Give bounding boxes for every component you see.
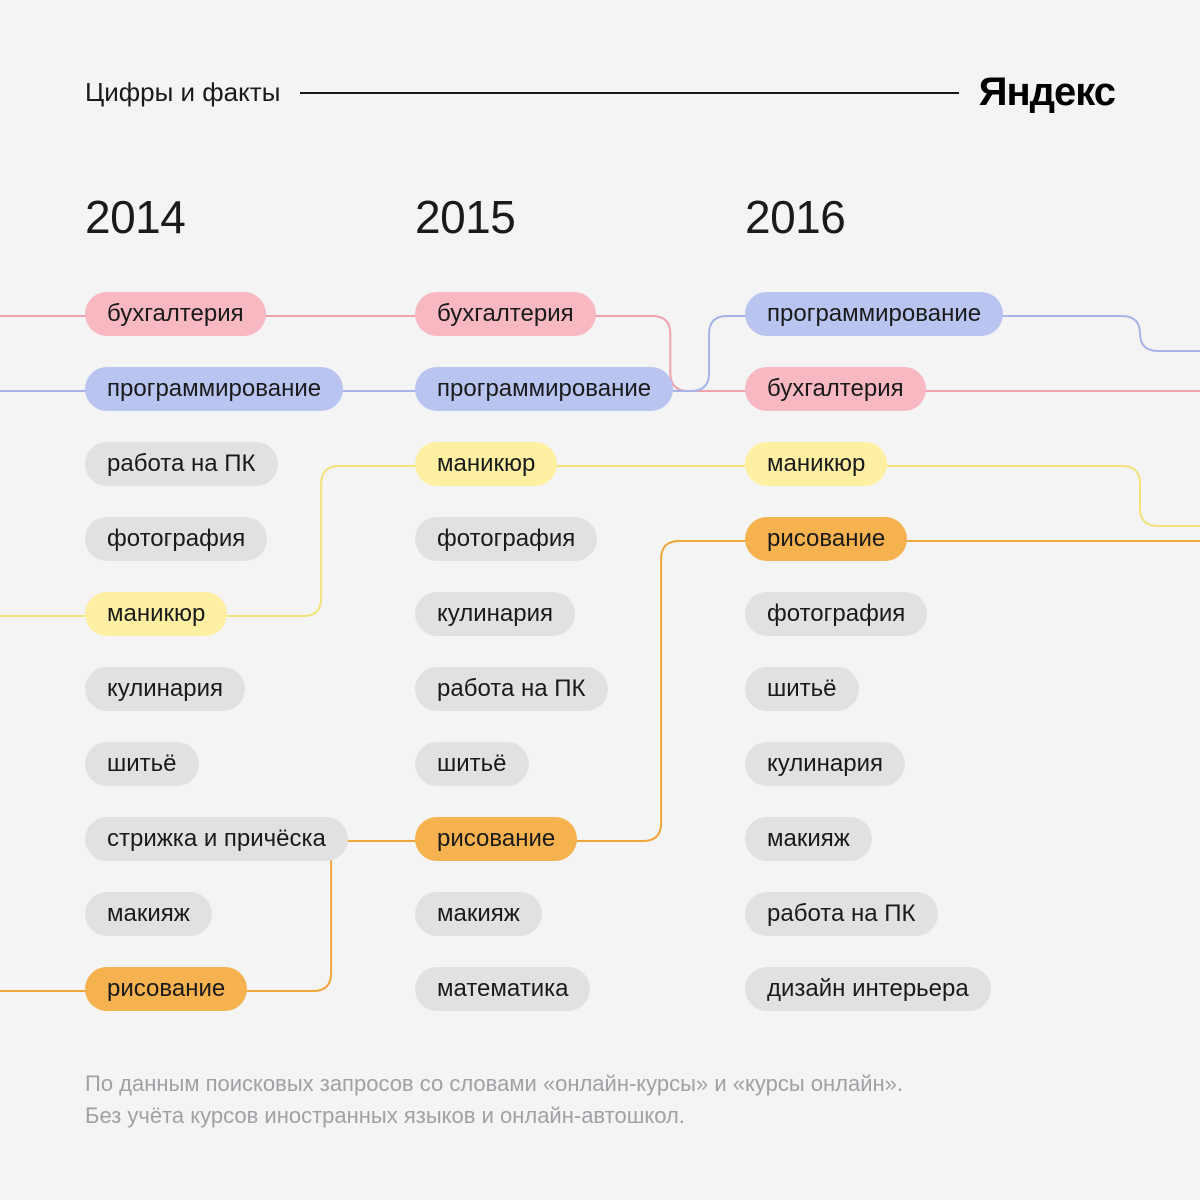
rank-pill: фотография	[745, 592, 927, 636]
rank-pill: бухгалтерия	[745, 367, 926, 411]
rank-pill: маникюр	[745, 442, 887, 486]
year-label: 2015	[415, 190, 673, 244]
year-label: 2016	[745, 190, 1003, 244]
rank-pill: математика	[415, 967, 590, 1011]
rank-pill: работа на ПК	[415, 667, 608, 711]
header: Цифры и факты Яндекс	[85, 70, 1115, 115]
rank-pill: макияж	[415, 892, 542, 936]
rank-pill: рисование	[415, 817, 577, 861]
footer: По данным поисковых запросов со словами …	[85, 1068, 903, 1132]
rank-pill: бухгалтерия	[85, 292, 266, 336]
rank-pill: кулинария	[745, 742, 905, 786]
rank-pill: программирование	[85, 367, 343, 411]
rank-pill: шитьё	[745, 667, 859, 711]
footer-line-1: По данным поисковых запросов со словами …	[85, 1068, 903, 1100]
rank-pill: программирование	[415, 367, 673, 411]
header-divider	[300, 92, 958, 94]
rank-pill: шитьё	[415, 742, 529, 786]
rank-pill: бухгалтерия	[415, 292, 596, 336]
rank-pill: шитьё	[85, 742, 199, 786]
header-title: Цифры и факты	[85, 77, 280, 108]
brand-logo: Яндекс	[979, 70, 1115, 115]
rank-pill: маникюр	[85, 592, 227, 636]
footer-line-2: Без учёта курсов иностранных языков и он…	[85, 1100, 903, 1132]
year-column: 2016 программирование бухгалтерия маникюр ри…	[745, 190, 1003, 1042]
rank-pill: кулинария	[85, 667, 245, 711]
rank-pill: работа на ПК	[85, 442, 278, 486]
year-column: 2015 бухгалтерия программирование маникюр фо…	[415, 190, 673, 1042]
rank-pill: стрижка и причёска	[85, 817, 348, 861]
rank-pill: фотография	[85, 517, 267, 561]
rank-pill: фотография	[415, 517, 597, 561]
rank-pill: дизайн интерьера	[745, 967, 991, 1011]
rank-pill: рисование	[85, 967, 247, 1011]
rank-pill: кулинария	[415, 592, 575, 636]
rank-pill: маникюр	[415, 442, 557, 486]
year-column: 2014 бухгалтерия программирование работа на…	[85, 190, 348, 1042]
rank-pill: программирование	[745, 292, 1003, 336]
rank-pill: рисование	[745, 517, 907, 561]
rank-pill: работа на ПК	[745, 892, 938, 936]
year-label: 2014	[85, 190, 348, 244]
rank-pill: макияж	[745, 817, 872, 861]
rank-pill: макияж	[85, 892, 212, 936]
